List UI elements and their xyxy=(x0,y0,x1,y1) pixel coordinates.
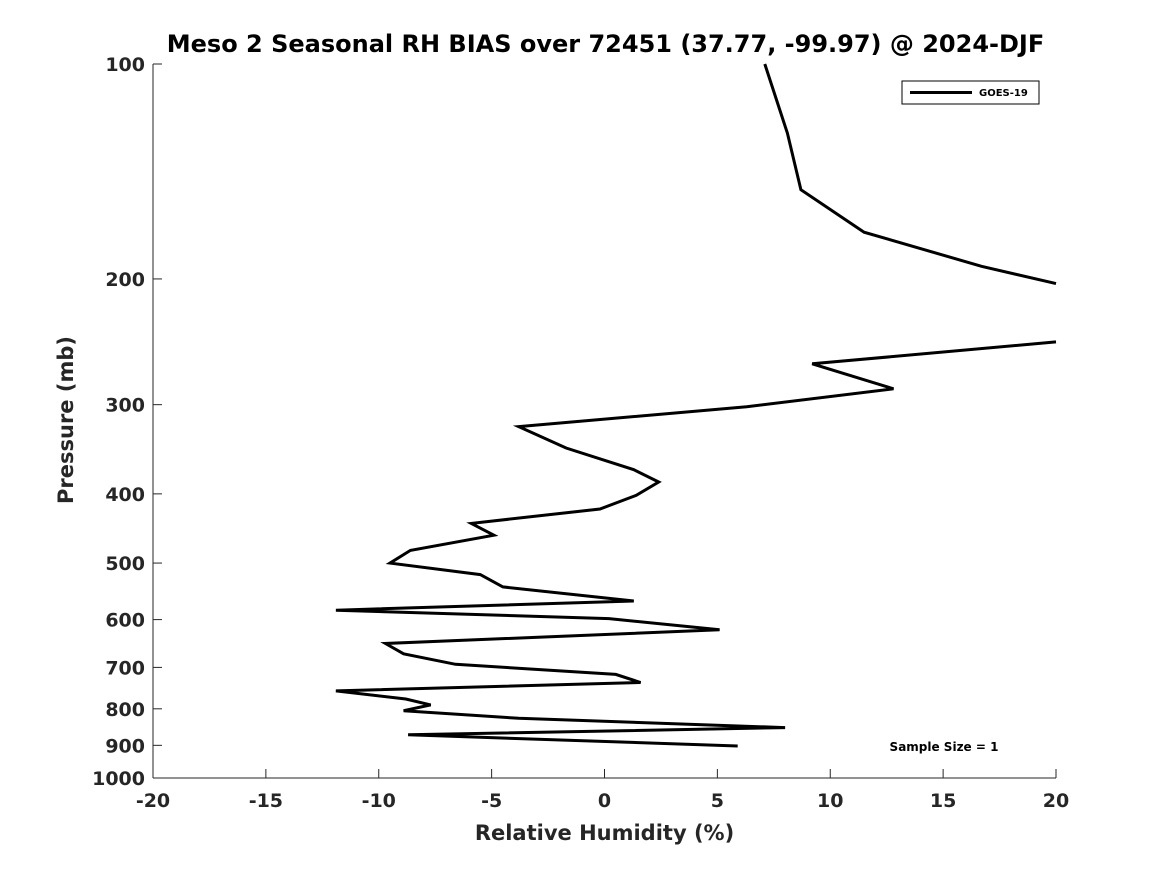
x-tick-label: 15 xyxy=(930,790,956,812)
x-axis-label: Relative Humidity (%) xyxy=(475,821,734,845)
y-axis-label: Pressure (mb) xyxy=(54,336,78,504)
x-axis-ticks: -20 -15 -10 -5 0 5 10 15 20 xyxy=(136,769,1069,812)
legend-entry-goes-19: GOES-19 xyxy=(979,88,1028,99)
x-tick-label: 20 xyxy=(1043,790,1069,812)
series-layer xyxy=(335,63,1057,748)
y-tick-label: 800 xyxy=(105,699,145,721)
y-tick-label: 900 xyxy=(105,735,145,757)
x-tick-label: -10 xyxy=(362,790,396,812)
series-line-goes-19-segment-1 xyxy=(763,63,1057,286)
x-tick-label: -20 xyxy=(136,790,170,812)
y-tick-label: 700 xyxy=(105,657,145,679)
y-tick-label: 300 xyxy=(105,395,145,417)
series-line-goes-19-segment-2 xyxy=(335,340,1057,748)
sample-size-annotation: Sample Size = 1 xyxy=(890,740,999,754)
y-tick-label: 1000 xyxy=(92,768,145,790)
x-tick-label: 10 xyxy=(817,790,843,812)
y-axis-ticks: 100 200 300 400 500 600 700 800 900 1000 xyxy=(92,54,162,790)
legend: GOES-19 xyxy=(901,80,1040,105)
y-tick-label: 500 xyxy=(105,553,145,575)
y-tick-label: 400 xyxy=(105,484,145,506)
y-tick-label: 200 xyxy=(105,269,145,291)
x-tick-label: 0 xyxy=(598,790,611,812)
plot-area xyxy=(153,64,1056,778)
x-tick-label: -5 xyxy=(481,790,502,812)
y-tick-label: 100 xyxy=(105,54,145,76)
x-tick-label: -15 xyxy=(249,790,283,812)
x-tick-label: 5 xyxy=(711,790,724,812)
chart-title: Meso 2 Seasonal RH BIAS over 72451 (37.7… xyxy=(167,30,1044,58)
y-tick-label: 600 xyxy=(105,610,145,632)
